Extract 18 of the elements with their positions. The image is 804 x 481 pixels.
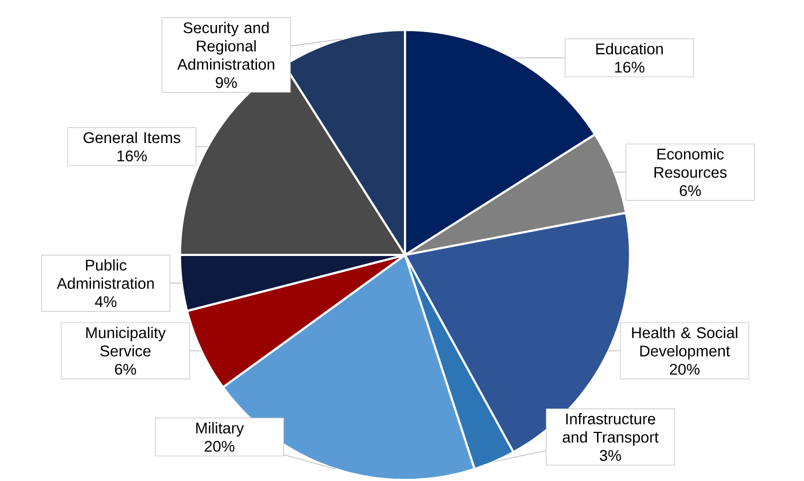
slice-label: Public Administration <box>56 259 154 289</box>
slice-label: Military <box>196 422 244 437</box>
data-label: 20% <box>670 364 700 375</box>
data-label: 16% <box>118 150 147 162</box>
data-label: 6% <box>115 364 136 375</box>
slice-label: Economic Resources <box>654 148 727 178</box>
data-label: 3% <box>600 450 621 461</box>
slice-label: General Items <box>84 132 180 144</box>
data-label: 20% <box>204 440 234 452</box>
data-label: 4% <box>94 296 116 308</box>
slice-label: Health & Social Development <box>632 326 738 360</box>
slice-label: Infrastructure and Transport <box>562 413 659 446</box>
slice-label: Security and Regional Administration <box>177 22 274 70</box>
data-label: 6% <box>680 185 701 196</box>
slice-label: Municipality Service <box>86 326 166 356</box>
slice-label: Education <box>596 43 663 54</box>
data-label: 16% <box>615 62 644 73</box>
data-label: 9% <box>216 77 237 88</box>
